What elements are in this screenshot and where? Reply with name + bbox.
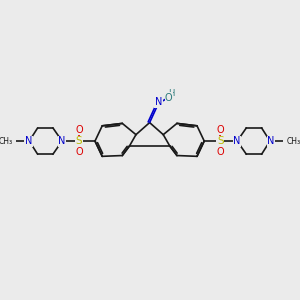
Text: O: O xyxy=(165,93,172,103)
Text: N: N xyxy=(267,136,274,146)
Text: N: N xyxy=(25,136,32,146)
Text: O: O xyxy=(75,125,83,135)
Text: O: O xyxy=(217,125,224,135)
Text: O: O xyxy=(217,147,224,158)
Text: N: N xyxy=(233,136,241,146)
Text: S: S xyxy=(217,136,224,146)
Text: S: S xyxy=(76,136,82,146)
Text: O: O xyxy=(75,147,83,158)
Text: H: H xyxy=(168,89,175,98)
Text: CH₃: CH₃ xyxy=(0,136,13,146)
Text: CH₃: CH₃ xyxy=(287,136,300,146)
Text: N: N xyxy=(155,98,162,107)
Text: N: N xyxy=(58,136,66,146)
